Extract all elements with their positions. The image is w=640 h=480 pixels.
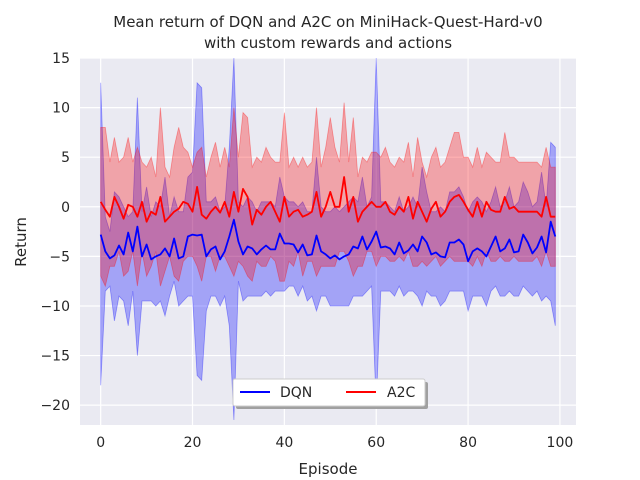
x-tick-label: 40	[275, 435, 293, 451]
y-tick-label: −15	[40, 349, 70, 365]
y-tick-label: −10	[40, 299, 70, 315]
y-axis-label: Return	[12, 217, 30, 267]
legend-label-dqn: DQN	[280, 385, 312, 401]
y-tick-labels: 15 10 5 0 −5 −10 −15 −20	[40, 51, 70, 414]
y-tick-label: −20	[40, 398, 70, 414]
y-tick-label: 15	[52, 51, 70, 67]
y-tick-label: −5	[49, 249, 70, 265]
band-dqn	[100, 57, 556, 421]
y-tick-label: 10	[52, 101, 70, 117]
legend: DQN A2C	[232, 378, 428, 409]
confidence-bands	[100, 57, 556, 421]
mean-lines	[99, 176, 557, 263]
x-tick-label: 60	[367, 435, 385, 451]
x-tick-label: 0	[96, 435, 105, 451]
y-tick-label: 5	[61, 150, 70, 166]
y-tick-label: 0	[61, 200, 70, 216]
chart-title-line2: with custom rewards and actions	[204, 34, 452, 52]
line-a2c	[99, 176, 556, 226]
x-tick-label: 80	[459, 435, 477, 451]
chart-title-line1: Mean return of DQN and A2C on MiniHack-Q…	[113, 13, 542, 31]
x-tick-label: 20	[184, 435, 202, 451]
x-tick-label: 100	[547, 435, 574, 451]
legend-label-a2c: A2C	[387, 385, 415, 401]
x-tick-labels: 0 20 40 60 80 100	[96, 435, 573, 451]
line-dqn	[99, 218, 557, 263]
x-axis-label: Episode	[299, 460, 358, 478]
band-a2c	[100, 102, 556, 288]
legend-box	[232, 378, 426, 407]
